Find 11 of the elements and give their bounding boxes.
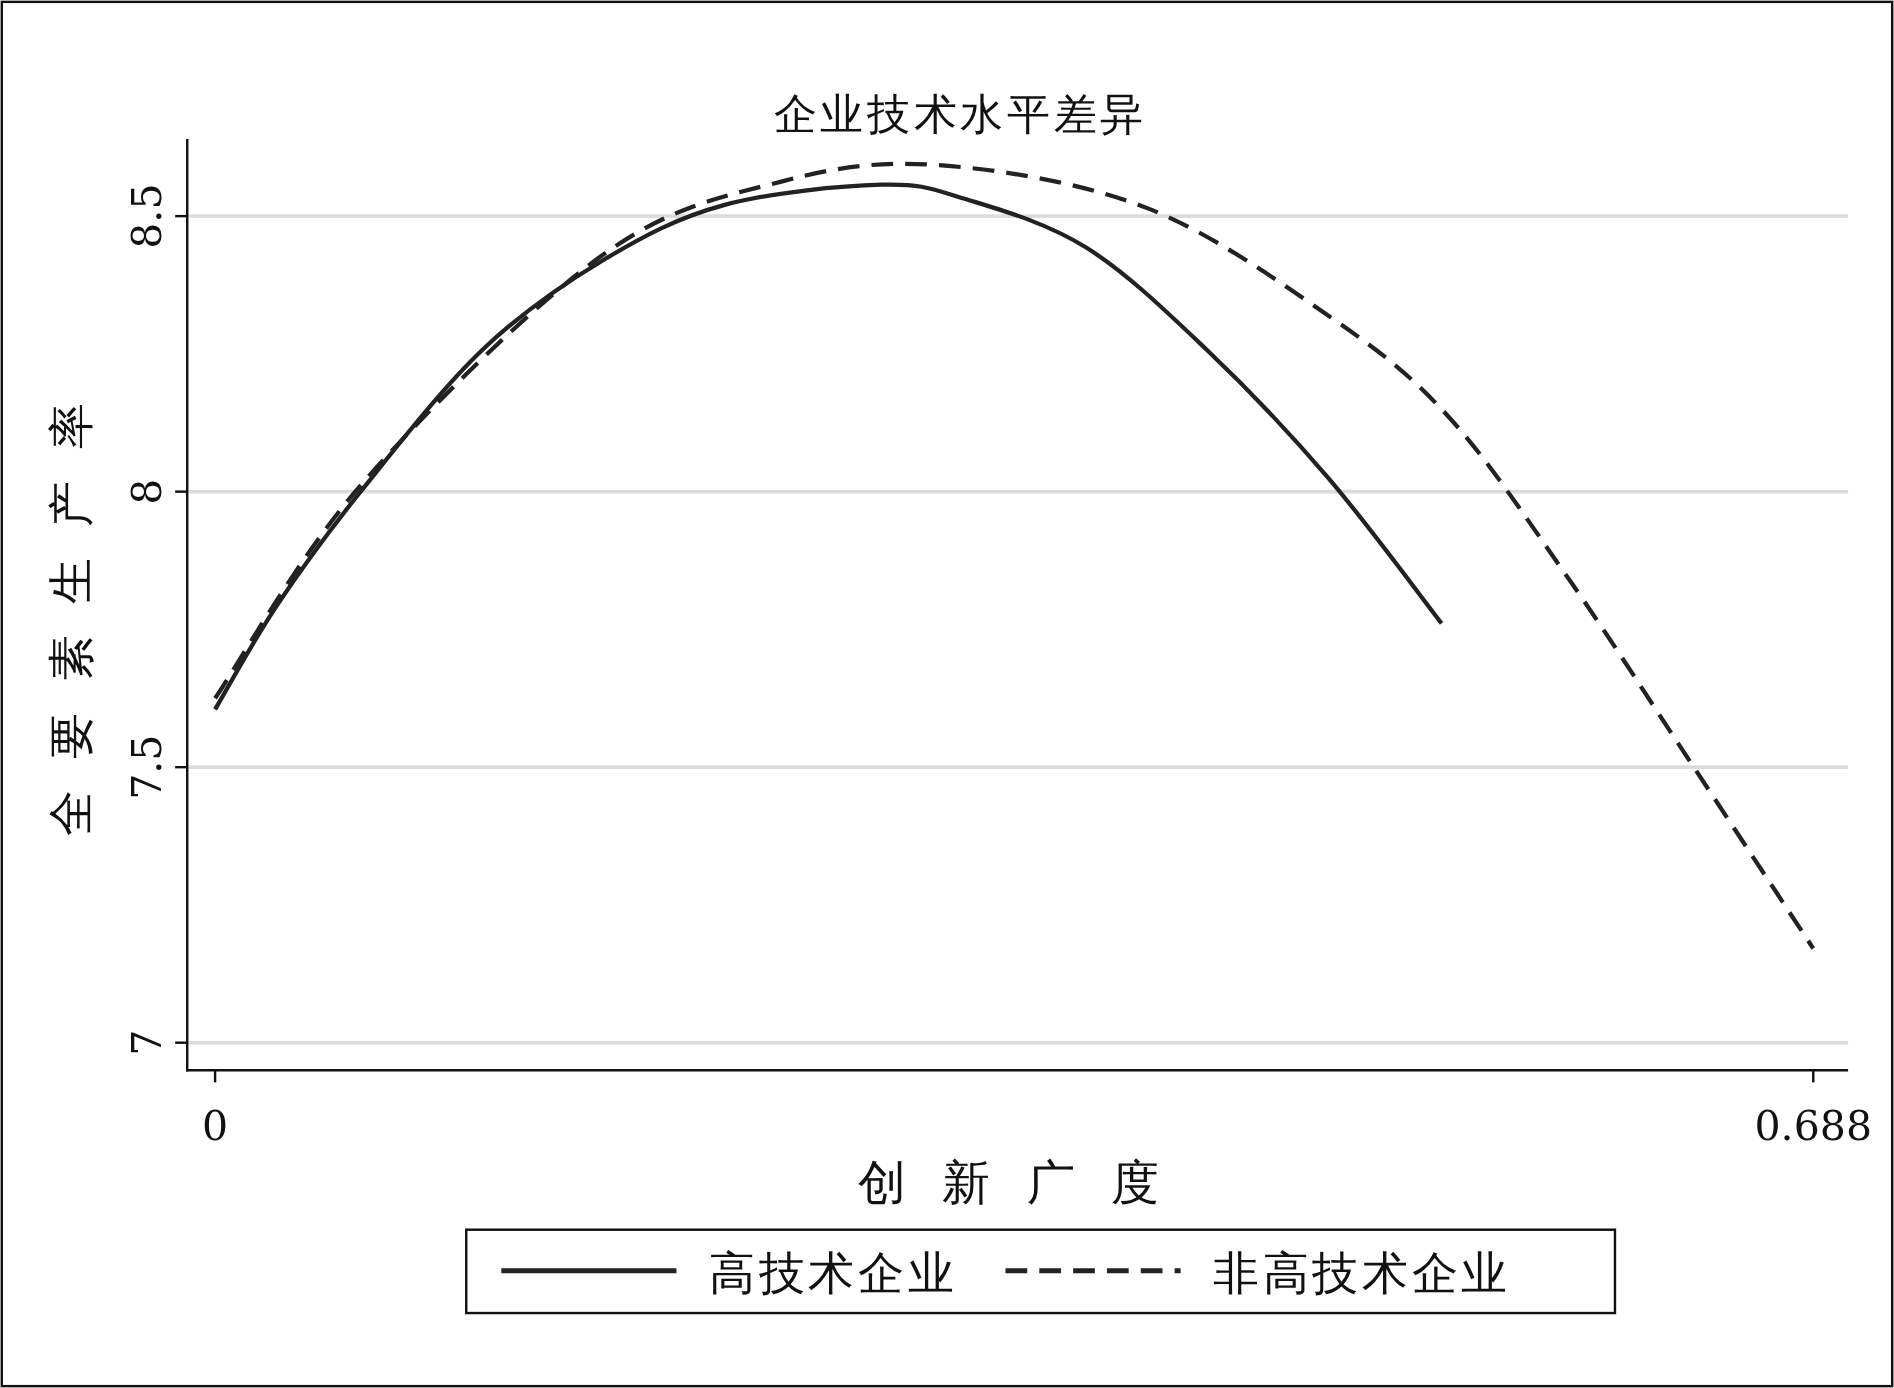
y-tick-label: 7 bbox=[122, 1029, 171, 1056]
y-tick-label: 8 bbox=[122, 478, 171, 505]
legend-label: 非高技术企业 bbox=[1213, 1245, 1511, 1300]
y-axis-title: 全要素生产率 bbox=[43, 371, 98, 837]
x-axis-title: 创新广度 bbox=[858, 1154, 1196, 1211]
x-tick-label: 0.688 bbox=[1754, 1102, 1873, 1151]
y-tick-label: 7.5 bbox=[122, 734, 171, 800]
y-tick-label: 8.5 bbox=[122, 183, 171, 249]
chart-title: 企业技术水平差异 bbox=[773, 89, 1147, 140]
x-tick-label: 0 bbox=[202, 1102, 229, 1151]
legend-label: 高技术企业 bbox=[709, 1245, 958, 1300]
